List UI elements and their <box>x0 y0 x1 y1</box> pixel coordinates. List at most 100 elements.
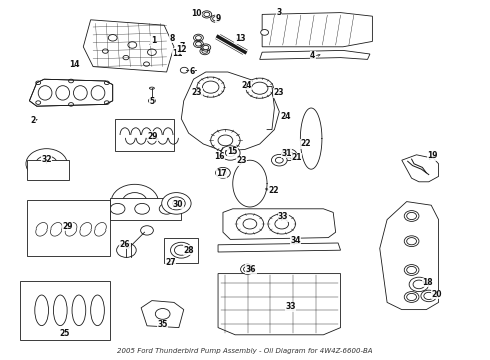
Text: 17: 17 <box>216 169 227 178</box>
Circle shape <box>110 203 125 214</box>
Circle shape <box>196 42 201 46</box>
Circle shape <box>26 149 67 179</box>
Circle shape <box>204 12 210 17</box>
Text: 24: 24 <box>280 112 291 121</box>
Polygon shape <box>181 72 279 151</box>
Circle shape <box>211 130 240 151</box>
Circle shape <box>162 193 191 214</box>
Text: 27: 27 <box>165 258 176 267</box>
Text: 10: 10 <box>191 9 201 18</box>
Text: 8: 8 <box>170 33 175 42</box>
Text: 11: 11 <box>172 49 183 58</box>
Text: 29: 29 <box>62 222 73 231</box>
Circle shape <box>281 149 297 161</box>
Ellipse shape <box>72 295 86 325</box>
Text: 30: 30 <box>172 200 183 209</box>
Ellipse shape <box>91 295 104 325</box>
Text: 23: 23 <box>192 88 202 97</box>
Circle shape <box>180 67 188 73</box>
Text: 1: 1 <box>151 36 156 45</box>
Circle shape <box>404 292 419 302</box>
Circle shape <box>147 49 156 55</box>
Text: 24: 24 <box>241 81 252 90</box>
Text: 32: 32 <box>41 155 52 164</box>
Bar <box>110 198 181 220</box>
Text: 2005 Ford Thunderbird Pump Assembly - Oil Diagram for 4W4Z-6600-BA: 2005 Ford Thunderbird Pump Assembly - Oi… <box>117 347 373 354</box>
Circle shape <box>141 226 153 235</box>
Text: 33: 33 <box>285 302 296 311</box>
Text: 36: 36 <box>245 265 256 274</box>
Text: 35: 35 <box>157 320 168 329</box>
Text: 33: 33 <box>278 212 289 221</box>
Text: 28: 28 <box>183 246 194 255</box>
Circle shape <box>268 214 295 234</box>
Text: 9: 9 <box>216 14 220 23</box>
Circle shape <box>220 146 240 160</box>
Circle shape <box>108 35 117 41</box>
Text: 31: 31 <box>281 149 292 158</box>
Circle shape <box>236 214 264 234</box>
Circle shape <box>36 156 57 172</box>
Bar <box>27 160 69 180</box>
Text: 22: 22 <box>268 186 279 194</box>
Text: 23: 23 <box>236 156 247 165</box>
Text: 21: 21 <box>291 153 302 162</box>
Circle shape <box>135 203 149 214</box>
Text: 23: 23 <box>273 88 284 97</box>
Bar <box>20 281 110 340</box>
Circle shape <box>203 45 209 50</box>
Ellipse shape <box>74 86 87 100</box>
Text: 13: 13 <box>235 34 245 43</box>
Text: 7: 7 <box>180 42 185 51</box>
Ellipse shape <box>91 86 105 100</box>
Circle shape <box>128 42 137 48</box>
Text: 16: 16 <box>214 152 224 161</box>
Polygon shape <box>141 301 184 328</box>
Text: 6: 6 <box>190 68 195 77</box>
Polygon shape <box>29 79 113 106</box>
Text: 26: 26 <box>120 240 130 248</box>
Circle shape <box>421 290 437 302</box>
Text: 25: 25 <box>59 329 70 338</box>
Text: 2: 2 <box>31 116 36 125</box>
Ellipse shape <box>38 86 52 100</box>
Text: 19: 19 <box>427 152 438 161</box>
Bar <box>164 238 198 263</box>
Circle shape <box>241 264 254 274</box>
Circle shape <box>271 154 287 166</box>
Text: 22: 22 <box>300 139 311 148</box>
Polygon shape <box>218 274 341 335</box>
Text: 29: 29 <box>147 132 158 140</box>
Text: 18: 18 <box>422 278 433 287</box>
Circle shape <box>404 236 419 247</box>
Circle shape <box>404 211 419 221</box>
Text: 4: 4 <box>310 51 315 60</box>
Circle shape <box>159 203 174 214</box>
Ellipse shape <box>35 295 49 325</box>
Polygon shape <box>218 243 341 252</box>
Circle shape <box>216 167 230 178</box>
Polygon shape <box>223 209 336 239</box>
Polygon shape <box>380 202 439 310</box>
Text: 20: 20 <box>432 290 442 299</box>
Polygon shape <box>262 13 372 47</box>
Circle shape <box>202 49 208 53</box>
Text: 12: 12 <box>176 45 187 54</box>
Circle shape <box>171 242 192 258</box>
Ellipse shape <box>53 295 67 325</box>
Text: 5: 5 <box>149 97 154 106</box>
Circle shape <box>117 243 136 257</box>
Circle shape <box>261 30 269 35</box>
Polygon shape <box>83 20 174 72</box>
Text: 34: 34 <box>290 236 301 245</box>
Circle shape <box>197 77 224 97</box>
Circle shape <box>196 36 201 40</box>
Ellipse shape <box>56 86 70 100</box>
Circle shape <box>122 193 147 211</box>
Circle shape <box>213 17 219 21</box>
Circle shape <box>168 197 185 210</box>
Text: 14: 14 <box>69 60 80 69</box>
Circle shape <box>111 184 158 219</box>
Text: 15: 15 <box>227 148 238 156</box>
Circle shape <box>409 277 429 292</box>
